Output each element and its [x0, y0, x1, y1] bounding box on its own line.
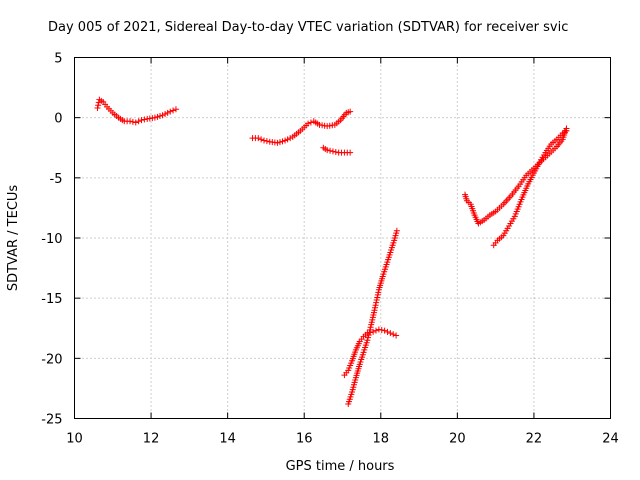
data-point-marker	[347, 149, 354, 156]
data-point-marker	[159, 112, 166, 119]
data-point-marker	[162, 111, 169, 118]
data-point-marker	[258, 136, 265, 143]
data-point-marker	[151, 114, 158, 121]
data-point-marker	[167, 108, 174, 115]
x-tick-label: 16	[296, 432, 313, 447]
x-axis-label: GPS time / hours	[286, 459, 395, 474]
data-point-marker	[263, 138, 270, 145]
data-point-marker	[138, 117, 145, 124]
data-point-marker	[563, 127, 570, 134]
x-tick-label: 10	[66, 432, 83, 447]
data-point-marker	[305, 120, 312, 127]
x-tick-label: 24	[602, 432, 619, 447]
y-tick-label: -10	[41, 232, 62, 247]
series-2	[249, 108, 354, 146]
series-1	[94, 96, 179, 126]
data-point-marker	[129, 118, 136, 125]
data-point-marker	[364, 330, 371, 337]
data-point-marker	[135, 118, 142, 125]
data-point-marker	[370, 328, 377, 335]
data-point-marker	[327, 147, 334, 154]
data-point-marker	[393, 332, 400, 339]
y-tick-label: -20	[41, 352, 62, 367]
data-point-marker	[255, 135, 262, 142]
data-point-marker	[157, 113, 164, 120]
data-point-marker	[347, 108, 354, 115]
data-point-marker	[372, 302, 379, 309]
y-tick-label: -5	[50, 172, 63, 187]
data-point-marker	[374, 294, 381, 301]
data-point-marker	[367, 324, 374, 331]
chart-title: Day 005 of 2021, Sidereal Day-to-day VTE…	[48, 20, 568, 35]
data-point-marker	[374, 291, 381, 298]
data-point-marker	[384, 328, 391, 335]
data-point-marker	[390, 331, 397, 338]
data-point-marker	[154, 113, 161, 120]
x-tick-label: 18	[373, 432, 390, 447]
data-point-marker	[378, 327, 385, 334]
series-3	[320, 144, 354, 156]
y-tick-label: -25	[41, 413, 62, 428]
y-axis-label: SDTVAR / TECUs	[6, 185, 21, 292]
series-7	[490, 127, 570, 249]
data-point-marker	[94, 105, 101, 112]
y-tick-label: 0	[54, 112, 62, 127]
data-point-marker	[164, 109, 171, 116]
data-point-marker	[324, 147, 331, 154]
data-point-marker	[329, 148, 336, 155]
y-tick-label: -15	[41, 292, 62, 307]
x-tick-labels: 10 12 14 16 18 20 22 24	[66, 432, 619, 447]
data-point-marker	[372, 304, 379, 311]
data-points	[94, 96, 570, 408]
data-point-marker	[274, 139, 281, 146]
grid-lines	[74, 57, 611, 419]
series-5	[341, 326, 400, 379]
data-point-marker	[172, 106, 179, 113]
x-tick-label: 20	[449, 432, 466, 447]
x-tick-label: 14	[219, 432, 236, 447]
x-tick-label: 12	[143, 432, 160, 447]
data-point-marker	[332, 148, 339, 155]
data-point-marker	[364, 337, 371, 344]
data-point-marker	[373, 299, 380, 306]
data-point-marker	[127, 118, 134, 125]
y-tick-labels: -25 -20 -15 -10 -5 0 5	[41, 52, 62, 428]
data-point-marker	[279, 138, 286, 145]
data-point-marker	[261, 137, 268, 144]
series-4	[345, 227, 400, 408]
data-point-marker	[132, 119, 139, 126]
data-point-marker	[282, 137, 289, 144]
data-point-marker	[387, 330, 394, 337]
data-point-marker	[276, 139, 283, 146]
data-point-marker	[393, 227, 400, 234]
data-point-marker	[141, 116, 148, 123]
x-tick-label: 22	[526, 432, 543, 447]
data-point-marker	[373, 297, 380, 304]
data-point-marker	[170, 107, 177, 114]
data-point-marker	[375, 289, 382, 296]
y-tick-label: 5	[54, 52, 62, 67]
series-6	[462, 125, 570, 227]
data-point-marker	[365, 334, 372, 341]
data-point-marker	[373, 327, 379, 334]
data-point-marker	[367, 329, 374, 336]
plot-frame	[74, 57, 611, 419]
data-point-marker	[381, 327, 388, 334]
data-point-marker	[287, 135, 294, 142]
data-point-marker	[284, 136, 291, 143]
data-point-marker	[375, 326, 382, 333]
data-point-marker	[95, 102, 102, 109]
